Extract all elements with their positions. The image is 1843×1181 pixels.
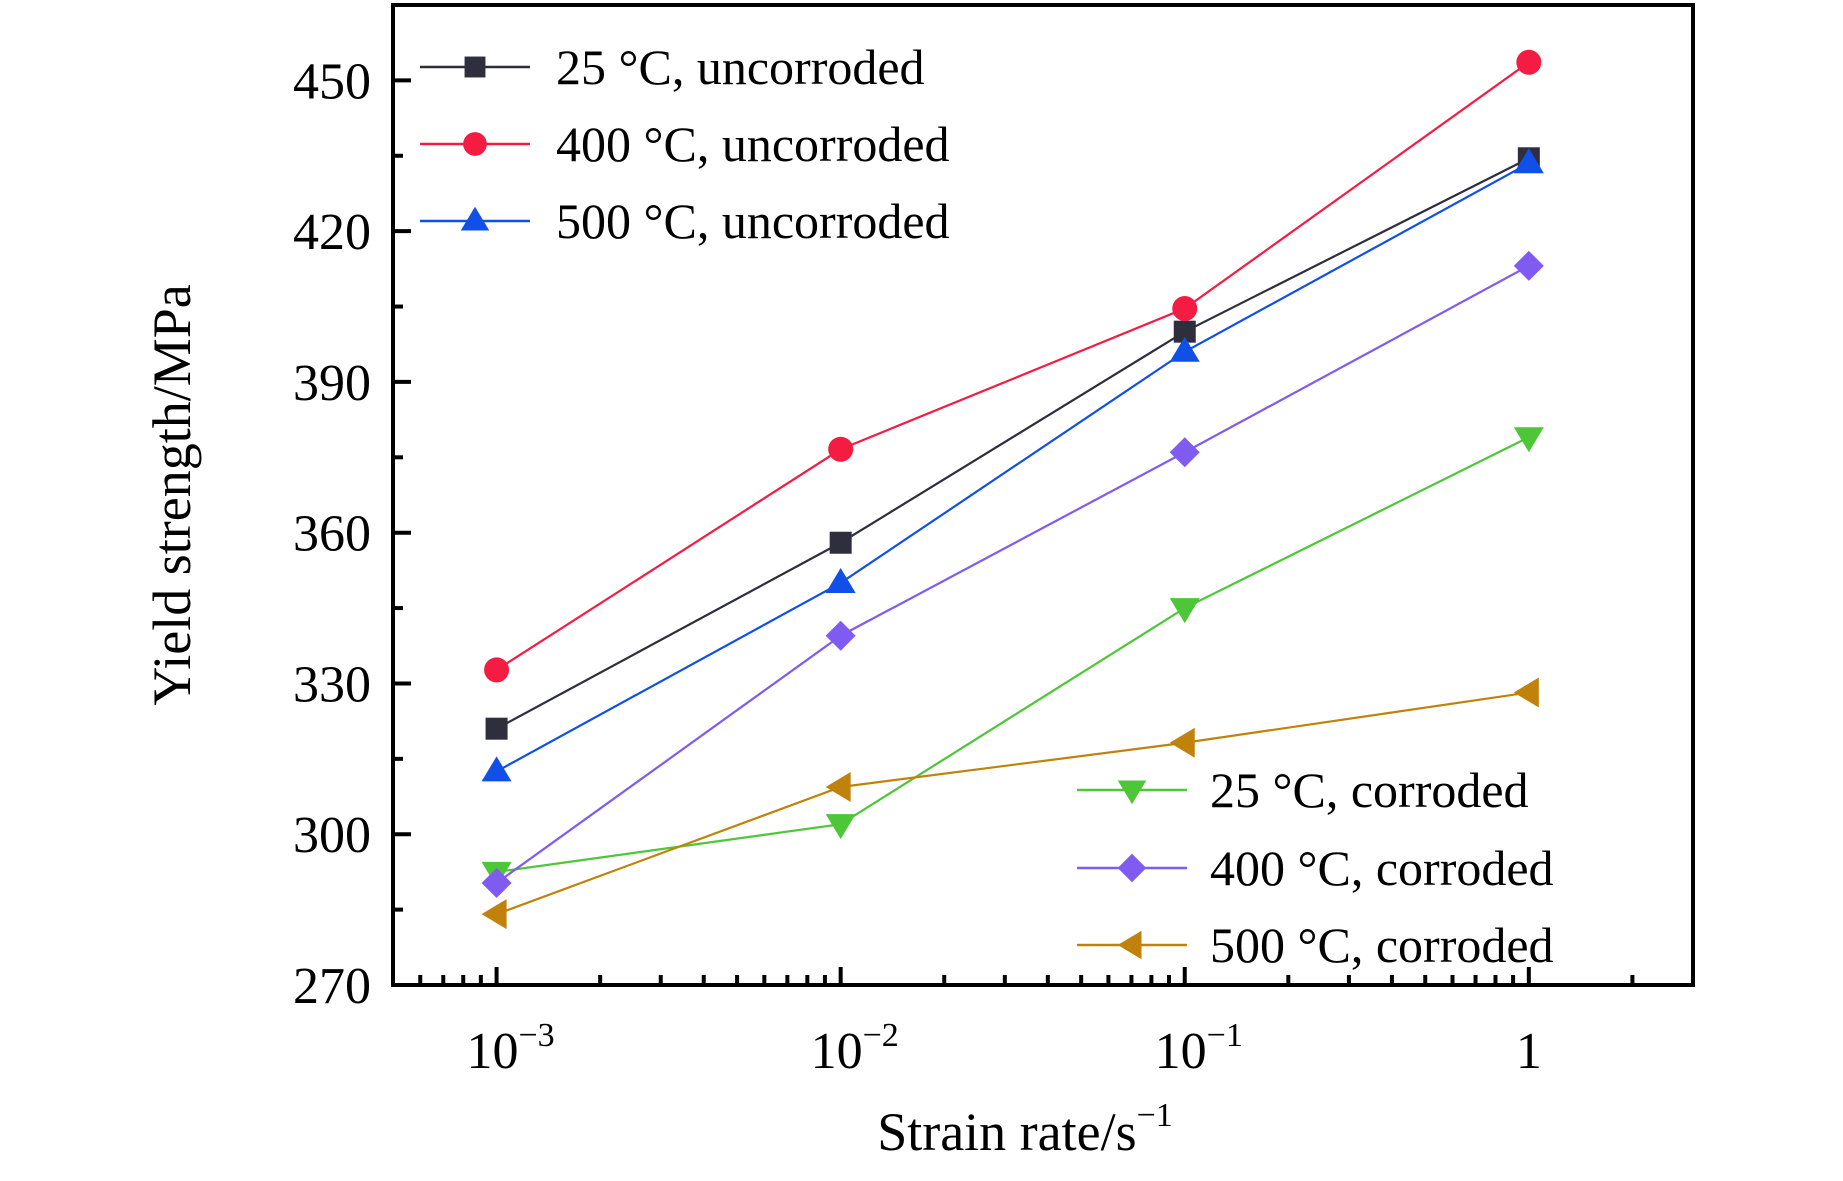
- legend-label: 25 °C, uncorroded: [556, 39, 925, 95]
- x-tick-label: 1: [1516, 1023, 1542, 1080]
- y-tick-label: 420: [293, 204, 371, 261]
- series-markers: [481, 49, 1544, 930]
- legend-corroded: 25 °C, corroded 400 °C, corroded 500 °C, c…: [1077, 762, 1554, 973]
- data-point-triangle-up-marker: [1169, 336, 1200, 362]
- legend-triangle-up-icon: [460, 206, 490, 231]
- data-point-square-marker: [829, 531, 852, 554]
- data-point-triangle-down-marker: [1169, 598, 1200, 624]
- data-point-triangle-left-marker: [825, 771, 851, 802]
- legend-square-icon: [464, 56, 486, 78]
- legend-label: 500 °C, corroded: [1210, 917, 1554, 973]
- data-point-triangle-left-marker: [1513, 677, 1539, 708]
- data-point-triangle-up-marker: [825, 567, 856, 593]
- series-line-3: [496, 436, 1530, 874]
- legend-diamond-icon: [1117, 853, 1147, 883]
- x-axis-title-main: Strain rate/s: [877, 1102, 1136, 1162]
- y-tick-label: 360: [293, 506, 371, 563]
- y-tick-label: 390: [293, 355, 371, 412]
- data-point-square-marker: [485, 717, 508, 740]
- legend-entry: 25 °C, uncorroded: [420, 39, 925, 95]
- data-point-diamond-marker: [481, 867, 512, 898]
- data-point-triangle-down-marker: [825, 814, 856, 840]
- y-tick-label: 270: [293, 958, 371, 1015]
- y-axis-ticks: 270 300 330 360 390 420 450: [293, 53, 411, 1015]
- data-point-triangle-down-marker: [1513, 427, 1544, 453]
- series-lines: [495, 61, 1530, 916]
- series-line-0: [496, 157, 1530, 730]
- data-point-circle-marker: [828, 436, 854, 462]
- data-point-diamond-marker: [1169, 437, 1200, 468]
- legend-entry: 500 °C, uncorroded: [420, 193, 950, 249]
- data-point-triangle-up-marker: [1513, 148, 1544, 174]
- data-point-circle-marker: [1172, 296, 1198, 322]
- series-line-2: [496, 162, 1530, 773]
- x-axis-title-exp: −1: [1137, 1097, 1173, 1134]
- legend-label: 400 °C, uncorroded: [556, 116, 950, 172]
- data-point-triangle-up-marker: [481, 756, 512, 782]
- plot-frame: [391, 3, 1695, 987]
- legend-triangle-down-icon: [1117, 780, 1147, 805]
- y-tick-label: 330: [293, 656, 371, 713]
- y-tick-label: 300: [293, 807, 371, 864]
- x-tick-label: 10−1: [1155, 1017, 1243, 1080]
- legend-triangle-left-icon: [1117, 930, 1142, 960]
- legend-entry: 400 °C, corroded: [1077, 840, 1554, 896]
- series-line-4: [495, 264, 1530, 884]
- legend-entry: 25 °C, corroded: [1077, 762, 1529, 818]
- x-tick-label: 10−3: [466, 1017, 554, 1080]
- legend-label: 400 °C, corroded: [1210, 840, 1554, 896]
- legend-entry: 500 °C, corroded: [1077, 917, 1554, 973]
- legend-entry: 400 °C, uncorroded: [420, 116, 950, 172]
- series-line-5: [496, 691, 1529, 916]
- legend-label: 25 °C, corroded: [1210, 762, 1529, 818]
- data-point-triangle-left-marker: [1169, 727, 1195, 758]
- x-axis-title: Strain rate/s−1: [877, 1097, 1173, 1162]
- data-point-circle-marker: [484, 657, 510, 683]
- x-tick-label: 10−2: [811, 1017, 899, 1080]
- legend-circle-icon: [463, 132, 487, 156]
- x-axis-ticks: 10−3 10−2 10−1 1: [391, 967, 1695, 1080]
- series-line-1: [495, 61, 1530, 671]
- data-point-circle-marker: [1516, 49, 1542, 75]
- data-point-square-marker: [1173, 320, 1196, 343]
- y-axis-title: Yield strength/MPa: [142, 284, 202, 706]
- data-point-triangle-left-marker: [481, 899, 507, 930]
- data-point-diamond-marker: [1513, 250, 1544, 281]
- data-point-diamond-marker: [825, 620, 856, 651]
- legend-uncorroded: 25 °C, uncorroded 400 °C, uncorroded 500 °…: [420, 39, 950, 249]
- y-tick-label: 450: [293, 53, 371, 110]
- legend-label: 500 °C, uncorroded: [556, 193, 950, 249]
